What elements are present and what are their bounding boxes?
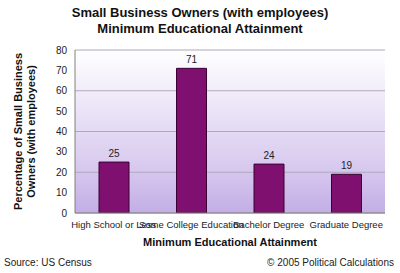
svg-text:10: 10 [56,187,68,198]
svg-text:Some College Education: Some College Education [139,219,244,230]
svg-text:Owners (with employees): Owners (with employees) [25,65,37,198]
svg-text:24: 24 [263,150,275,161]
svg-text:71: 71 [186,54,198,65]
svg-text:70: 70 [56,65,68,76]
svg-text:0: 0 [61,208,67,219]
svg-text:19: 19 [341,160,353,171]
svg-text:30: 30 [56,146,68,157]
svg-text:20: 20 [56,167,68,178]
svg-text:Minimum Educational Attainment: Minimum Educational Attainment [97,21,303,36]
svg-text:80: 80 [56,45,68,56]
svg-text:Bachelor Degree: Bachelor Degree [233,219,304,230]
svg-text:Small Business Owners (with em: Small Business Owners (with employees) [72,5,328,20]
svg-text:60: 60 [56,85,68,96]
svg-text:25: 25 [108,148,120,159]
svg-text:Source: US Census: Source: US Census [8,257,92,268]
svg-text:© 2005 Political Calculations: © 2005 Political Calculations [267,257,392,268]
svg-text:High School or Less: High School or Less [71,218,157,230]
svg-text:40: 40 [56,126,68,137]
svg-text:Minimum Educational Attainment: Minimum Educational Attainment [143,236,317,248]
svg-text:Percentage of Small Business: Percentage of Small Business [12,53,24,210]
svg-text:50: 50 [56,106,68,117]
svg-text:Graduate Degree: Graduate Degree [310,219,383,230]
